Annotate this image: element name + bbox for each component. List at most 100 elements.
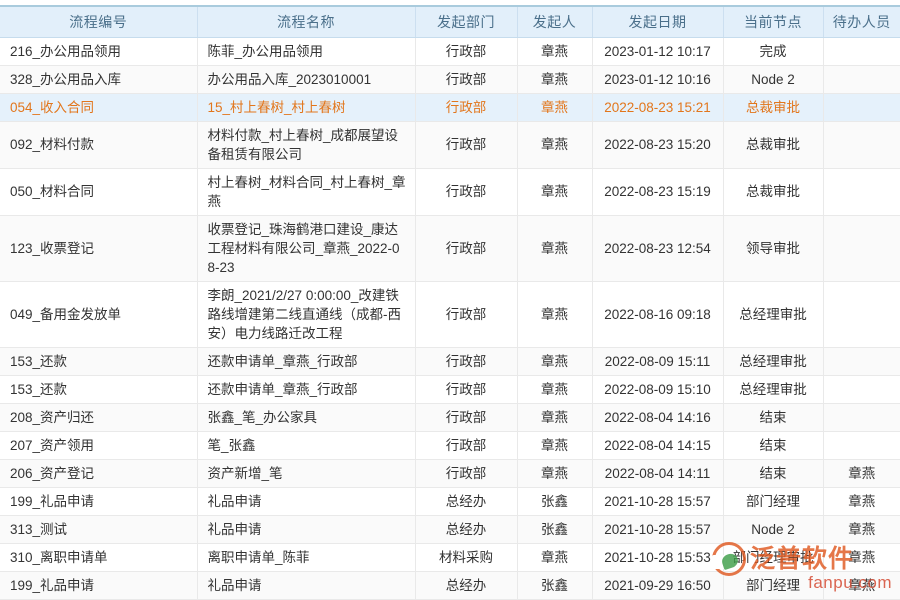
cell-dept: 行政部 — [415, 37, 518, 66]
table-row[interactable]: 123_收票登记 收票登记_珠海鹤港口建设_康达工程材料有限公司_章燕_2022-… — [0, 215, 900, 282]
cell-dept: 行政部 — [415, 431, 518, 460]
table-row[interactable]: 199_礼品申请 礼品申请 总经办 张鑫 2021-10-28 15:57 部门经理 章燕 — [0, 487, 900, 516]
cell-date: 2022-08-09 15:11 — [592, 347, 724, 376]
cell-node: 部门经理 — [723, 571, 824, 600]
cell-code: 206_资产登记 — [0, 459, 198, 488]
cell-date: 2021-10-28 15:53 — [592, 543, 724, 572]
table-row[interactable]: 199_礼品申请 礼品申请 总经办 张鑫 2021-09-29 16:50 部门经理 章燕 — [0, 571, 900, 600]
column-header-name[interactable]: 流程名称 — [197, 6, 416, 38]
cell-dept: 行政部 — [415, 347, 518, 376]
cell-user: 章燕 — [517, 93, 593, 122]
cell-node: Node 2 — [723, 515, 824, 544]
cell-todo — [823, 375, 900, 404]
table-row[interactable]: 092_材料付款 材料付款_村上春树_成都展望设备租赁有限公司 行政部 章燕 2022-… — [0, 121, 900, 169]
cell-dept: 总经办 — [415, 515, 518, 544]
cell-name: 还款申请单_章燕_行政部 — [197, 347, 416, 376]
column-header-user[interactable]: 发起人 — [517, 6, 593, 38]
cell-user: 章燕 — [517, 281, 593, 348]
cell-date: 2022-08-04 14:11 — [592, 459, 724, 488]
cell-code: 313_测试 — [0, 515, 198, 544]
cell-name: 收票登记_珠海鹤港口建设_康达工程材料有限公司_章燕_2022-08-23 — [197, 215, 416, 282]
cell-name: 礼品申请 — [197, 487, 416, 516]
cell-todo: 章燕 — [823, 487, 900, 516]
cell-node: 部门经理 — [723, 487, 824, 516]
cell-code: 216_办公用品领用 — [0, 37, 198, 66]
cell-name: 离职申请单_陈菲 — [197, 543, 416, 572]
column-header-date[interactable]: 发起日期 — [592, 6, 724, 38]
column-header-dept[interactable]: 发起部门 — [415, 6, 518, 38]
cell-dept: 材料采购 — [415, 543, 518, 572]
cell-dept: 行政部 — [415, 459, 518, 488]
cell-todo: 章燕 — [823, 543, 900, 572]
table-header: 流程编号 流程名称 发起部门 发起人 发起日期 当前节点 待办人员 — [0, 6, 900, 38]
table-body: 216_办公用品领用 陈菲_办公用品领用 行政部 章燕 2023-01-12 10:17… — [0, 37, 900, 600]
cell-code: 208_资产归还 — [0, 403, 198, 432]
cell-code: 153_还款 — [0, 375, 198, 404]
cell-user: 章燕 — [517, 168, 593, 216]
cell-name: 张鑫_笔_办公家具 — [197, 403, 416, 432]
column-header-node[interactable]: 当前节点 — [723, 6, 824, 38]
cell-name: 村上春树_材料合同_村上春树_章燕 — [197, 168, 416, 216]
cell-date: 2022-08-23 15:19 — [592, 168, 724, 216]
cell-date: 2022-08-23 15:21 — [592, 93, 724, 122]
cell-todo — [823, 431, 900, 460]
cell-user: 章燕 — [517, 65, 593, 94]
cell-user: 章燕 — [517, 375, 593, 404]
table-row[interactable]: 207_资产领用 笔_张鑫 行政部 章燕 2022-08-04 14:15 结束 — [0, 431, 900, 460]
table-row[interactable]: 310_离职申请单 离职申请单_陈菲 材料采购 章燕 2021-10-28 15:53 部… — [0, 543, 900, 572]
cell-date: 2023-01-12 10:16 — [592, 65, 724, 94]
cell-user: 章燕 — [517, 37, 593, 66]
column-header-todo[interactable]: 待办人员 — [823, 6, 900, 38]
cell-user: 张鑫 — [517, 515, 593, 544]
cell-user: 张鑫 — [517, 487, 593, 516]
table-row[interactable]: 206_资产登记 资产新增_笔 行政部 章燕 2022-08-04 14:11 结束 章燕 — [0, 459, 900, 488]
table-row[interactable]: 054_收入合同 15_村上春树_村上春树 行政部 章燕 2022-08-23 15:2… — [0, 93, 900, 122]
cell-todo: 章燕 — [823, 459, 900, 488]
cell-code: 054_收入合同 — [0, 93, 198, 122]
cell-user: 章燕 — [517, 459, 593, 488]
cell-dept: 行政部 — [415, 93, 518, 122]
cell-date: 2023-01-12 10:17 — [592, 37, 724, 66]
table-row[interactable]: 208_资产归还 张鑫_笔_办公家具 行政部 章燕 2022-08-04 14:16 结束 — [0, 403, 900, 432]
cell-code: 123_收票登记 — [0, 215, 198, 282]
table-row[interactable]: 328_办公用品入库 办公用品入库_2023010001 行政部 章燕 2023-01-… — [0, 65, 900, 94]
cell-dept: 行政部 — [415, 65, 518, 94]
table-row[interactable]: 216_办公用品领用 陈菲_办公用品领用 行政部 章燕 2023-01-12 10:17… — [0, 37, 900, 66]
cell-user: 章燕 — [517, 431, 593, 460]
cell-dept: 总经办 — [415, 571, 518, 600]
column-header-code[interactable]: 流程编号 — [0, 6, 198, 38]
cell-name: 礼品申请 — [197, 571, 416, 600]
cell-date: 2021-10-28 15:57 — [592, 487, 724, 516]
table-row[interactable]: 153_还款 还款申请单_章燕_行政部 行政部 章燕 2022-08-09 15:11 总… — [0, 347, 900, 376]
cell-code: 050_材料合同 — [0, 168, 198, 216]
cell-name: 礼品申请 — [197, 515, 416, 544]
cell-node: 总经理审批 — [723, 281, 824, 348]
cell-name: 15_村上春树_村上春树 — [197, 93, 416, 122]
cell-user: 章燕 — [517, 347, 593, 376]
cell-name: 材料付款_村上春树_成都展望设备租赁有限公司 — [197, 121, 416, 169]
cell-date: 2022-08-09 15:10 — [592, 375, 724, 404]
cell-name: 资产新增_笔 — [197, 459, 416, 488]
cell-todo: 章燕 — [823, 515, 900, 544]
table-row[interactable]: 049_备用金发放单 李朗_2021/2/27 0:00:00_改建铁路线增建第二… — [0, 281, 900, 348]
cell-node: 总经理审批 — [723, 375, 824, 404]
cell-code: 153_还款 — [0, 347, 198, 376]
cell-dept: 行政部 — [415, 375, 518, 404]
cell-date: 2022-08-16 09:18 — [592, 281, 724, 348]
cell-todo — [823, 281, 900, 348]
table-row[interactable]: 153_还款 还款申请单_章燕_行政部 行政部 章燕 2022-08-09 15:10 总… — [0, 375, 900, 404]
cell-dept: 行政部 — [415, 121, 518, 169]
cell-todo — [823, 215, 900, 282]
cell-name: 办公用品入库_2023010001 — [197, 65, 416, 94]
cell-user: 章燕 — [517, 121, 593, 169]
table-row[interactable]: 050_材料合同 村上春树_材料合同_村上春树_章燕 行政部 章燕 2022-08-23… — [0, 168, 900, 216]
cell-date: 2022-08-23 15:20 — [592, 121, 724, 169]
cell-node: 结束 — [723, 431, 824, 460]
cell-code: 310_离职申请单 — [0, 543, 198, 572]
cell-user: 章燕 — [517, 403, 593, 432]
cell-dept: 行政部 — [415, 281, 518, 348]
table-row[interactable]: 313_测试 礼品申请 总经办 张鑫 2021-10-28 15:57 Node 2 章燕 — [0, 515, 900, 544]
cell-dept: 总经办 — [415, 487, 518, 516]
cell-todo — [823, 121, 900, 169]
cell-node: 结束 — [723, 459, 824, 488]
